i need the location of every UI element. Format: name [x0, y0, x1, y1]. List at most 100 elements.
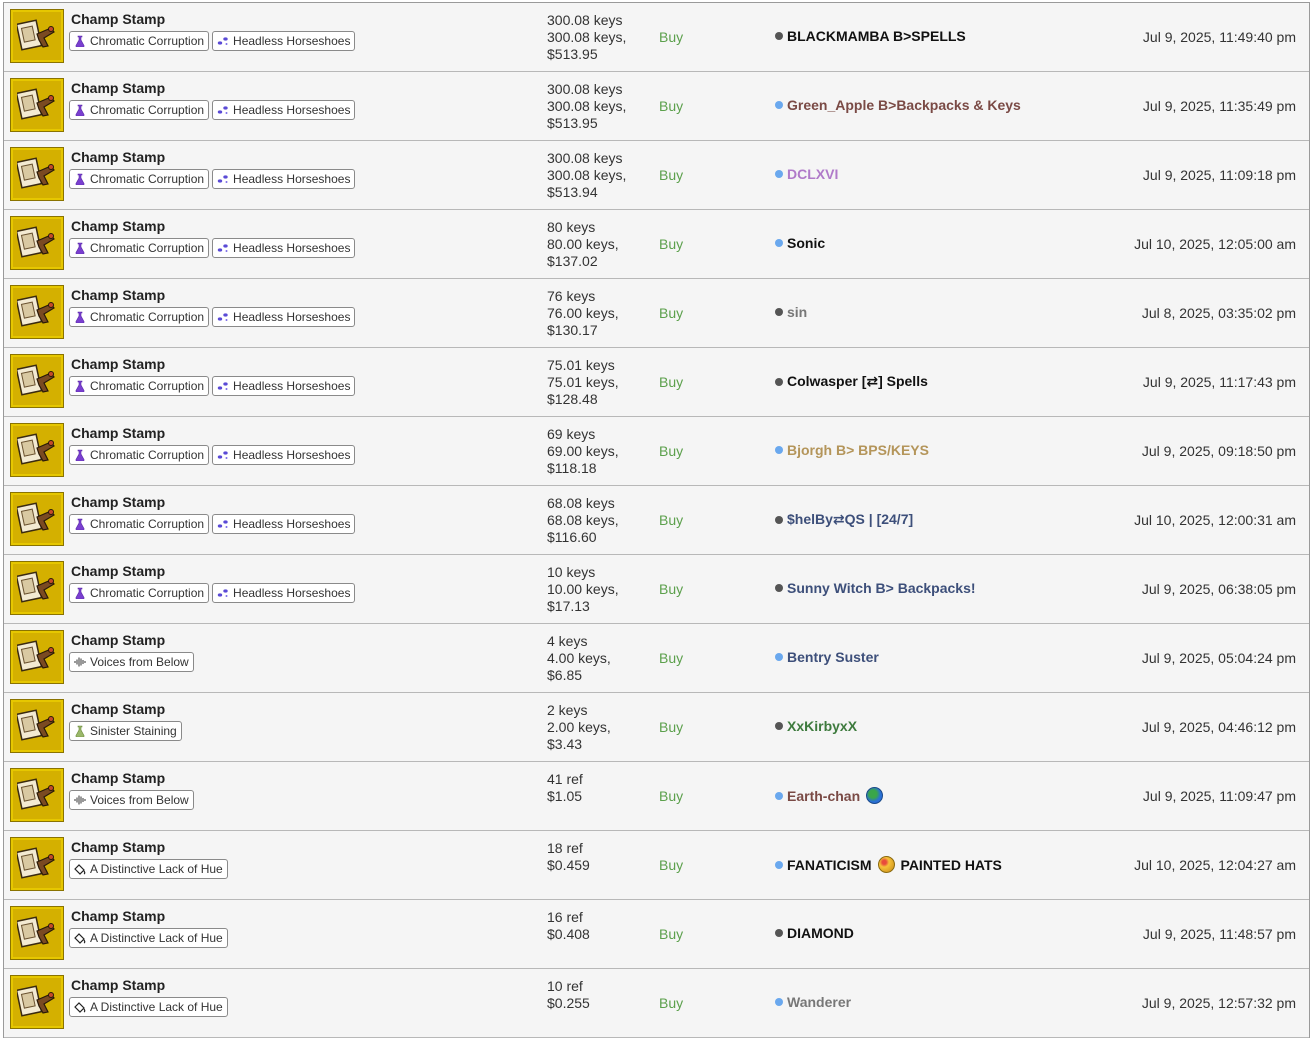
listing-row[interactable]: Champ Stamp A Distinctive Lack of Hue 18 r… [4, 831, 1309, 900]
user-name[interactable]: Bjorgh B> BPS/KEYS [787, 442, 929, 458]
user-name-suffix[interactable]: PAINTED HATS [900, 856, 1002, 873]
trader[interactable]: sin [775, 304, 807, 320]
attribute-tag[interactable]: Chromatic Corruption [69, 100, 210, 120]
listing-row[interactable]: Champ Stamp Chromatic Corruption Headless … [4, 72, 1309, 141]
item-name[interactable]: Champ Stamp [71, 770, 166, 786]
item-name[interactable]: Champ Stamp [71, 977, 166, 993]
attribute-tag[interactable]: Headless Horseshoes [212, 445, 356, 465]
item-name[interactable]: Champ Stamp [71, 218, 166, 234]
trader[interactable]: Sunny Witch B> Backpacks! [775, 580, 976, 596]
trader[interactable]: XxKirbyxX [775, 718, 857, 734]
item-name[interactable]: Champ Stamp [71, 425, 166, 441]
user-name[interactable]: DIAMOND [787, 925, 854, 941]
user-name[interactable]: DCLXVI [787, 166, 839, 182]
item-name[interactable]: Champ Stamp [71, 11, 166, 27]
attribute-tag[interactable]: A Distinctive Lack of Hue [69, 928, 228, 948]
item-name[interactable]: Champ Stamp [71, 563, 166, 579]
attribute-tag[interactable]: A Distinctive Lack of Hue [69, 859, 228, 879]
item-thumbnail[interactable] [10, 423, 64, 477]
user-name[interactable]: Wanderer [787, 994, 852, 1010]
item-name[interactable]: Champ Stamp [71, 701, 166, 717]
item-thumbnail[interactable] [10, 561, 64, 615]
listing-row[interactable]: Champ Stamp Chromatic Corruption Headless … [4, 555, 1309, 624]
attribute-tag[interactable]: Headless Horseshoes [212, 514, 356, 534]
item-thumbnail[interactable] [10, 837, 64, 891]
attribute-tag[interactable]: Headless Horseshoes [212, 169, 356, 189]
item-thumbnail[interactable] [10, 285, 64, 339]
trader[interactable]: DIAMOND [775, 925, 854, 941]
trader[interactable]: Green_Apple B>Backpacks & Keys [775, 97, 1021, 113]
user-name[interactable]: FANATICISM [787, 856, 872, 873]
trader[interactable]: DCLXVI [775, 166, 838, 182]
user-name[interactable]: Bentry Suster [787, 649, 879, 665]
trader[interactable]: BLACKMAMBA B>SPELLS [775, 28, 966, 44]
listing-row[interactable]: Champ Stamp A Distinctive Lack of Hue 10 r… [4, 969, 1309, 1038]
item-thumbnail[interactable] [10, 975, 64, 1029]
listing-row[interactable]: Champ Stamp Chromatic Corruption Headless … [4, 348, 1309, 417]
item-name[interactable]: Champ Stamp [71, 632, 166, 648]
listing-row[interactable]: Champ Stamp A Distinctive Lack of Hue 16 r… [4, 900, 1309, 969]
attribute-tag[interactable]: Chromatic Corruption [69, 376, 210, 396]
user-name[interactable]: Sunny Witch B> Backpacks! [787, 580, 976, 596]
item-name[interactable]: Champ Stamp [71, 839, 166, 855]
trader[interactable]: Wanderer [775, 994, 851, 1010]
attribute-tag[interactable]: Voices from Below [69, 652, 194, 672]
item-thumbnail[interactable] [10, 492, 64, 546]
item-thumbnail[interactable] [10, 354, 64, 408]
item-thumbnail[interactable] [10, 9, 64, 63]
item-name[interactable]: Champ Stamp [71, 908, 166, 924]
user-name[interactable]: Earth-chan [787, 787, 861, 804]
item-thumbnail[interactable] [10, 216, 64, 270]
trader[interactable]: FANATICISM PAINTED HATS [775, 856, 1002, 873]
user-name[interactable]: BLACKMAMBA B>SPELLS [787, 28, 966, 44]
attribute-tag[interactable]: Chromatic Corruption [69, 514, 210, 534]
item-thumbnail[interactable] [10, 699, 64, 753]
attribute-tag[interactable]: Chromatic Corruption [69, 307, 210, 327]
attribute-tag[interactable]: Headless Horseshoes [212, 376, 356, 396]
item-name[interactable]: Champ Stamp [71, 80, 166, 96]
attribute-tag[interactable]: Chromatic Corruption [69, 31, 210, 51]
user-name[interactable]: XxKirbyxX [787, 718, 858, 734]
item-name[interactable]: Champ Stamp [71, 287, 166, 303]
attribute-tag[interactable]: Sinister Staining [69, 721, 182, 741]
trader[interactable]: Sonic [775, 235, 825, 251]
listing-row[interactable]: Champ Stamp Voices from Below 4 keys 4.00 k… [4, 624, 1309, 693]
item-name[interactable]: Champ Stamp [71, 494, 166, 510]
item-name[interactable]: Champ Stamp [71, 149, 166, 165]
item-thumbnail[interactable] [10, 147, 64, 201]
attribute-tag[interactable]: Headless Horseshoes [212, 583, 356, 603]
listing-row[interactable]: Champ Stamp Sinister Staining 2 keys 2.00 k… [4, 693, 1309, 762]
attribute-tag[interactable]: A Distinctive Lack of Hue [69, 997, 228, 1017]
user-name[interactable]: Sonic [787, 235, 826, 251]
user-name[interactable]: Green_Apple B>Backpacks & Keys [787, 97, 1021, 113]
attribute-tag[interactable]: Chromatic Corruption [69, 583, 210, 603]
item-thumbnail[interactable] [10, 630, 64, 684]
attribute-tag[interactable]: Chromatic Corruption [69, 445, 210, 465]
item-thumbnail[interactable] [10, 906, 64, 960]
listing-row[interactable]: Champ Stamp Chromatic Corruption Headless … [4, 141, 1309, 210]
attribute-tag[interactable]: Headless Horseshoes [212, 307, 356, 327]
item-thumbnail[interactable] [10, 78, 64, 132]
listing-row[interactable]: Champ Stamp Chromatic Corruption Headless … [4, 3, 1309, 72]
trader[interactable]: $helBy⇄QS | [24/7] [775, 511, 913, 528]
listing-row[interactable]: Champ Stamp Chromatic Corruption Headless … [4, 417, 1309, 486]
item-name[interactable]: Champ Stamp [71, 356, 166, 372]
listing-row[interactable]: Champ Stamp Chromatic Corruption Headless … [4, 279, 1309, 348]
trader[interactable]: Earth-chan [775, 787, 889, 804]
trader[interactable]: Bjorgh B> BPS/KEYS [775, 442, 929, 458]
attribute-tag[interactable]: Voices from Below [69, 790, 194, 810]
user-name[interactable]: sin [787, 304, 808, 320]
trader[interactable]: Colwasper [⇄] Spells [775, 373, 928, 390]
listing-row[interactable]: Champ Stamp Chromatic Corruption Headless … [4, 210, 1309, 279]
item-thumbnail[interactable] [10, 768, 64, 822]
attribute-tag[interactable]: Chromatic Corruption [69, 169, 210, 189]
trader[interactable]: Bentry Suster [775, 649, 879, 665]
user-name[interactable]: Colwasper [⇄] Spells [787, 373, 928, 389]
listing-row[interactable]: Champ Stamp Voices from Below 41 ref $1.05 B… [4, 762, 1309, 831]
attribute-tag[interactable]: Headless Horseshoes [212, 100, 356, 120]
attribute-tag[interactable]: Headless Horseshoes [212, 238, 356, 258]
attribute-tag[interactable]: Chromatic Corruption [69, 238, 210, 258]
user-name[interactable]: $helBy⇄QS | [24/7] [787, 511, 914, 527]
listing-row[interactable]: Champ Stamp Chromatic Corruption Headless … [4, 486, 1309, 555]
attribute-tag[interactable]: Headless Horseshoes [212, 31, 356, 51]
